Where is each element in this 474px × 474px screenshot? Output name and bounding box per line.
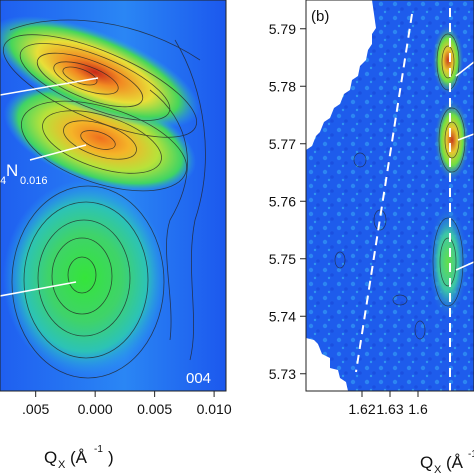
panel-a-x-axis-title: Q X (Å -1 ) <box>44 444 114 471</box>
panel-a-xlabel: Q <box>44 448 57 467</box>
panel-b-label: (b) <box>311 8 329 25</box>
panel-a-frame <box>0 0 227 392</box>
panel-b-y-tick-label: 5.79 <box>269 21 296 37</box>
panel-a-annotation-sub: 0.016 <box>20 175 48 187</box>
panel-a-x-tick-label: 0.005 <box>137 401 172 417</box>
panel-a: N 4 0.016 004 .005 0.000 0.005 0.010 Q X (Å… <box>0 0 232 471</box>
panel-b-contours <box>334 33 466 340</box>
panel-a-contours <box>2 19 206 379</box>
panel-b-xlabel-unit-sup: -1 <box>468 449 474 460</box>
panel-b-y-tick-label: 5.76 <box>269 193 296 209</box>
panel-a-xlabel-unit: (Å <box>70 448 88 467</box>
panel-a-xlabel-unit-close: ) <box>108 448 114 467</box>
panel-b-x-tick-label: 1.63 <box>376 401 403 417</box>
panel-a-annotation-lines <box>0 77 99 297</box>
panel-b-xlabel: Q <box>420 453 433 472</box>
panel-b: (b) 5.735.745.755.765.775.785.79 1.62 1.6… <box>269 0 474 474</box>
panel-a-x-axis: .005 0.000 0.005 0.010 <box>22 391 232 417</box>
panel-a-peak-top <box>0 16 200 128</box>
panel-b-annotation-lines <box>455 61 474 271</box>
panel-b-peak-mid <box>434 98 470 182</box>
panel-b-x-tick-label: 1.6 <box>408 401 428 417</box>
panel-a-peak-low <box>3 180 167 376</box>
panel-b-heatmap <box>306 0 474 391</box>
panel-b-dashed-line-1 <box>355 13 413 373</box>
panel-b-y-axis: 5.73 5.74 5.75 5.76 5.77 5.78 5.79 <box>269 21 306 382</box>
panel-a-xlabel-sub: X <box>58 459 66 471</box>
panel-a-reflection-label: 004 <box>186 370 211 387</box>
panel-a-heatmap: N 4 0.016 004 <box>0 0 226 391</box>
panel-a-x-tick-label: .005 <box>22 401 49 417</box>
panel-b-xlabel-unit: (Å <box>446 453 464 472</box>
panel-a-annotation-prefix-sub: 4 <box>0 175 6 187</box>
panel-a-x-tick-label: 0.010 <box>197 401 232 417</box>
panel-b-x-axis-title: Q X (Å -1 <box>420 449 474 474</box>
panel-b-x-tick-label: 1.62 <box>348 401 375 417</box>
panel-b-y-tick-label: 5.73 <box>269 366 296 382</box>
panel-a-annotation-letter: N <box>6 161 18 180</box>
panel-b-x-axis: 1.62 1.63 1.6 <box>348 391 428 417</box>
panel-b-peak-low <box>428 204 468 320</box>
panel-b-xlabel-sub: X <box>434 464 442 474</box>
panel-b-y-tick-label: 5.77 <box>269 136 296 152</box>
panel-a-xlabel-unit-sup: -1 <box>94 444 103 455</box>
panel-b-y-tick-label: 5.78 <box>269 78 296 94</box>
panel-b-y-tick-label: 5.74 <box>269 308 296 324</box>
panel-a-x-tick-label: 0.000 <box>78 401 113 417</box>
panel-b-y-tick-label: 5.75 <box>269 251 296 267</box>
